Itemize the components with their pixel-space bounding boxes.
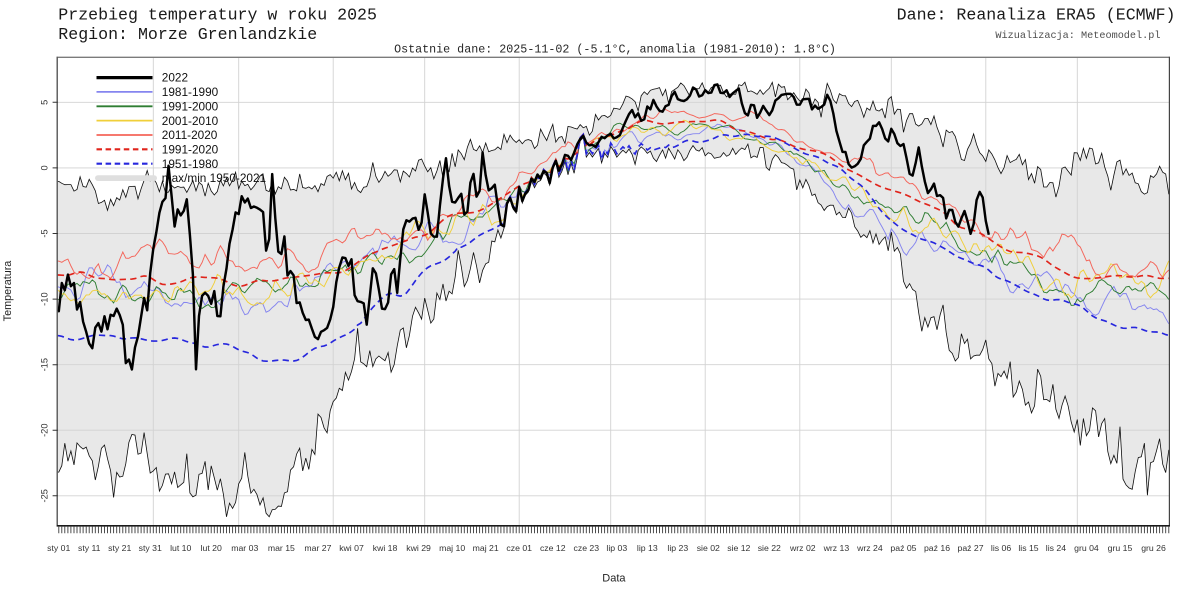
svg-text:1991-2000: 1991-2000 — [162, 99, 219, 113]
svg-text:1981-1990: 1981-1990 — [162, 85, 219, 99]
svg-text:wrz 13: wrz 13 — [823, 543, 850, 553]
svg-text:Wizualizacja: Meteomodel.pl: Wizualizacja: Meteomodel.pl — [995, 30, 1160, 42]
svg-text:2022: 2022 — [162, 71, 188, 85]
svg-text:kwi 29: kwi 29 — [406, 543, 431, 553]
svg-text:2001-2010: 2001-2010 — [162, 114, 219, 128]
svg-text:sty 01: sty 01 — [47, 543, 70, 553]
svg-text:paź 05: paź 05 — [890, 543, 916, 553]
svg-text:lip 13: lip 13 — [637, 543, 658, 553]
svg-text:wrz 02: wrz 02 — [789, 543, 816, 553]
svg-text:gru 15: gru 15 — [1108, 543, 1133, 553]
svg-text:sie 22: sie 22 — [758, 543, 781, 553]
svg-text:Ostatnie dane: 2025-11-02 (-5.: Ostatnie dane: 2025-11-02 (-5.1°C, anoma… — [394, 43, 836, 57]
svg-text:0: 0 — [40, 165, 50, 170]
svg-text:5: 5 — [40, 100, 50, 105]
svg-text:cze 12: cze 12 — [540, 543, 566, 553]
svg-text:lip 03: lip 03 — [606, 543, 627, 553]
svg-text:sty 21: sty 21 — [108, 543, 131, 553]
svg-text:lut 10: lut 10 — [170, 543, 191, 553]
svg-text:mar 27: mar 27 — [304, 543, 331, 553]
svg-text:lis 15: lis 15 — [1018, 543, 1038, 553]
svg-text:cze 23: cze 23 — [574, 543, 600, 553]
svg-text:wrz 24: wrz 24 — [856, 543, 883, 553]
svg-text:-10: -10 — [40, 292, 50, 305]
svg-text:cze 01: cze 01 — [506, 543, 532, 553]
svg-text:sty 31: sty 31 — [139, 543, 162, 553]
svg-text:kwi 07: kwi 07 — [339, 543, 364, 553]
svg-text:paź 27: paź 27 — [958, 543, 984, 553]
svg-text:Przebieg temperatury w roku 20: Przebieg temperatury w roku 2025 — [58, 6, 377, 25]
svg-text:maj 21: maj 21 — [473, 543, 499, 553]
svg-text:-15: -15 — [40, 358, 50, 371]
svg-text:-20: -20 — [40, 423, 50, 436]
svg-text:Temperatura: Temperatura — [2, 261, 14, 322]
svg-text:maj 10: maj 10 — [439, 543, 465, 553]
svg-text:2011-2020: 2011-2020 — [162, 128, 218, 142]
svg-text:mar 15: mar 15 — [268, 543, 295, 553]
svg-text:gru 26: gru 26 — [1141, 543, 1166, 553]
svg-text:sie 02: sie 02 — [697, 543, 720, 553]
svg-text:kwi 18: kwi 18 — [373, 543, 398, 553]
svg-text:Data: Data — [602, 572, 626, 584]
svg-text:-25: -25 — [40, 489, 50, 502]
svg-text:gru 04: gru 04 — [1074, 543, 1099, 553]
svg-text:mar 03: mar 03 — [231, 543, 258, 553]
svg-text:lip 23: lip 23 — [667, 543, 688, 553]
svg-text:lis 24: lis 24 — [1046, 543, 1066, 553]
svg-text:sie 12: sie 12 — [727, 543, 750, 553]
svg-text:Region: Morze Grenlandzkie: Region: Morze Grenlandzkie — [58, 25, 317, 44]
svg-text:max/min 1950-2021: max/min 1950-2021 — [162, 171, 266, 185]
svg-text:-5: -5 — [40, 229, 50, 237]
svg-text:paź 16: paź 16 — [924, 543, 950, 553]
svg-text:1951-1980: 1951-1980 — [162, 157, 219, 171]
svg-text:sty 11: sty 11 — [78, 543, 101, 553]
svg-text:lis 06: lis 06 — [991, 543, 1011, 553]
svg-text:lut 20: lut 20 — [201, 543, 222, 553]
svg-text:1991-2020: 1991-2020 — [162, 142, 219, 156]
svg-text:Dane: Reanaliza ERA5 (ECMWF): Dane: Reanaliza ERA5 (ECMWF) — [897, 6, 1176, 25]
